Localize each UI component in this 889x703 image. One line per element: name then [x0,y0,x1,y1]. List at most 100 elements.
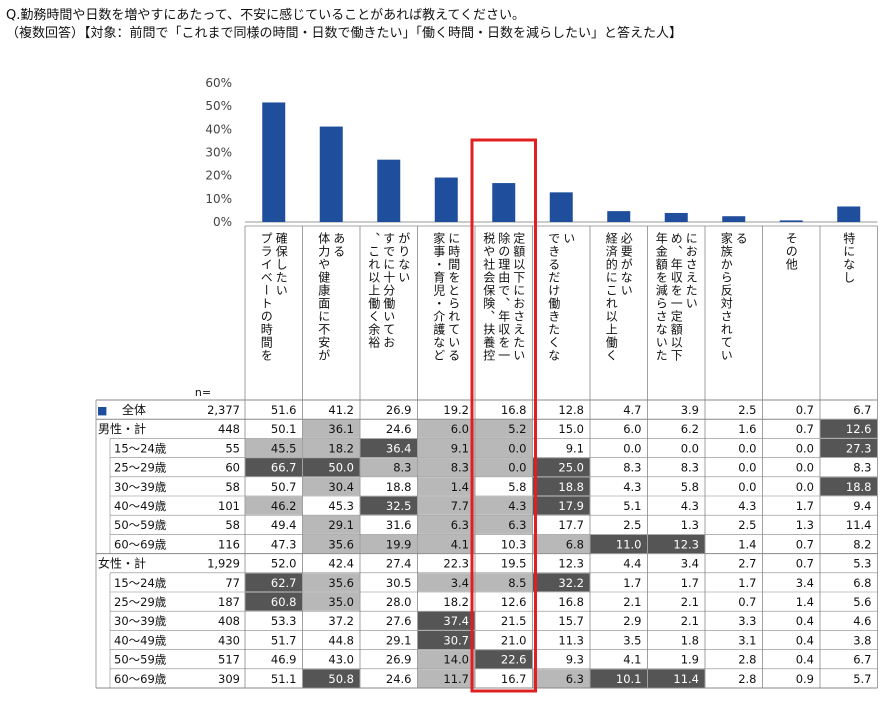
highlight-box [470,138,537,693]
cell-value: 10.3 [501,537,527,551]
cell-bg [590,419,647,438]
category-label: る [734,232,748,245]
cell-value: 4.4 [623,557,641,571]
cell-bg [418,554,475,573]
cell-value: 3.1 [738,633,756,647]
bar [664,212,688,222]
cell-bg [590,573,647,592]
cell-bg [820,496,877,515]
cell-value: 1.8 [681,633,699,647]
cell-value: 18.8 [846,480,872,494]
cell-bg [245,650,302,669]
cell-value: 27.3 [846,441,872,455]
cell-value: 36.4 [386,441,412,455]
cell-bg [648,400,705,419]
cell-value: 1.3 [681,518,699,532]
cell-bg [820,419,877,438]
cell-value: 8.3 [853,461,871,475]
cell-bg [705,438,762,458]
cell-value: 46.2 [271,499,297,513]
cell-bg [303,554,360,573]
category-label: め、年収を一定額以下 [669,232,683,362]
cell-value: 35.0 [328,595,354,609]
cell-value: 1.4 [451,480,469,494]
cell-bg [418,419,475,438]
cell-bg [303,534,360,554]
cell-bg [648,573,705,592]
cell-value: 37.2 [328,614,354,628]
cell-value: 2.5 [738,518,756,532]
category-label: 体力や健康面に不安が [317,232,331,362]
cell-bg [533,438,590,458]
cell-bg [418,630,475,650]
category-label: 家族から反対されてい [719,231,733,362]
cell-value: 5.7 [853,672,871,686]
cell-bg [245,477,302,496]
cell-bg [418,592,475,611]
cell-value: 4.3 [508,499,526,513]
cell-value: 5.8 [508,480,526,494]
cell-bg [763,438,820,458]
cell-bg [820,630,877,650]
cell-bg [475,630,532,650]
cell-bg [590,477,647,496]
cell-value: 16.8 [558,595,584,609]
cell-value: 6.3 [566,672,584,686]
row-label: 40～49歳 [114,633,167,647]
cell-bg [475,592,532,611]
category-label: 、これ以上働く余裕 [367,232,381,349]
cell-value: 0.7 [796,403,814,417]
cell-bg [648,534,705,554]
cell-bg [360,650,417,669]
cell-bg [590,438,647,458]
cell-value: 2.1 [681,595,699,609]
cell-bg [705,630,762,650]
row-label: 30～39歳 [114,480,167,494]
cell-bg [303,477,360,496]
cell-value: 6.8 [566,537,584,551]
cell-value: 5.2 [508,422,526,436]
cell-value: 4.3 [623,480,641,494]
cell-value: 2.9 [623,614,641,628]
row-n: 58 [225,518,240,532]
cell-bg [590,458,647,477]
cell-value: 44.8 [328,633,354,647]
y-tick-label: 50% [205,99,232,113]
cell-bg [303,650,360,669]
cell-value: 6.8 [853,576,871,590]
cell-value: 0.0 [796,480,814,494]
cell-bg [590,515,647,534]
cell-value: 0.7 [738,595,756,609]
cell-bg [245,534,302,554]
cell-value: 1.9 [681,653,699,667]
cell-bg [475,573,532,592]
cell-value: 50.7 [271,480,297,494]
cell-value: 3.4 [796,576,814,590]
cell-value: 0.0 [796,461,814,475]
cell-bg [360,515,417,534]
cell-value: 32.5 [386,499,412,513]
cell-value: 2.8 [738,653,756,667]
cell-value: 1.4 [796,595,814,609]
cell-bg [763,477,820,496]
cell-value: 51.7 [271,633,297,647]
cell-value: 47.3 [271,537,297,551]
cell-bg [475,669,532,688]
cell-bg [533,458,590,477]
row-label: 30～39歳 [114,614,167,628]
cell-bg [533,496,590,515]
cell-value: 8.3 [451,461,469,475]
cell-bg [590,554,647,573]
cell-value: 18.2 [328,441,354,455]
row-label: 15～24歳 [114,576,167,590]
cell-bg [705,669,762,688]
cell-value: 4.1 [451,537,469,551]
cell-bg [705,458,762,477]
cell-value: 50.0 [328,461,354,475]
cell-value: 5.8 [681,480,699,494]
cell-value: 25.0 [558,461,584,475]
cell-bg [820,573,877,592]
cell-value: 17.9 [558,499,584,513]
row-n: 448 [218,422,240,436]
cell-bg [418,458,475,477]
